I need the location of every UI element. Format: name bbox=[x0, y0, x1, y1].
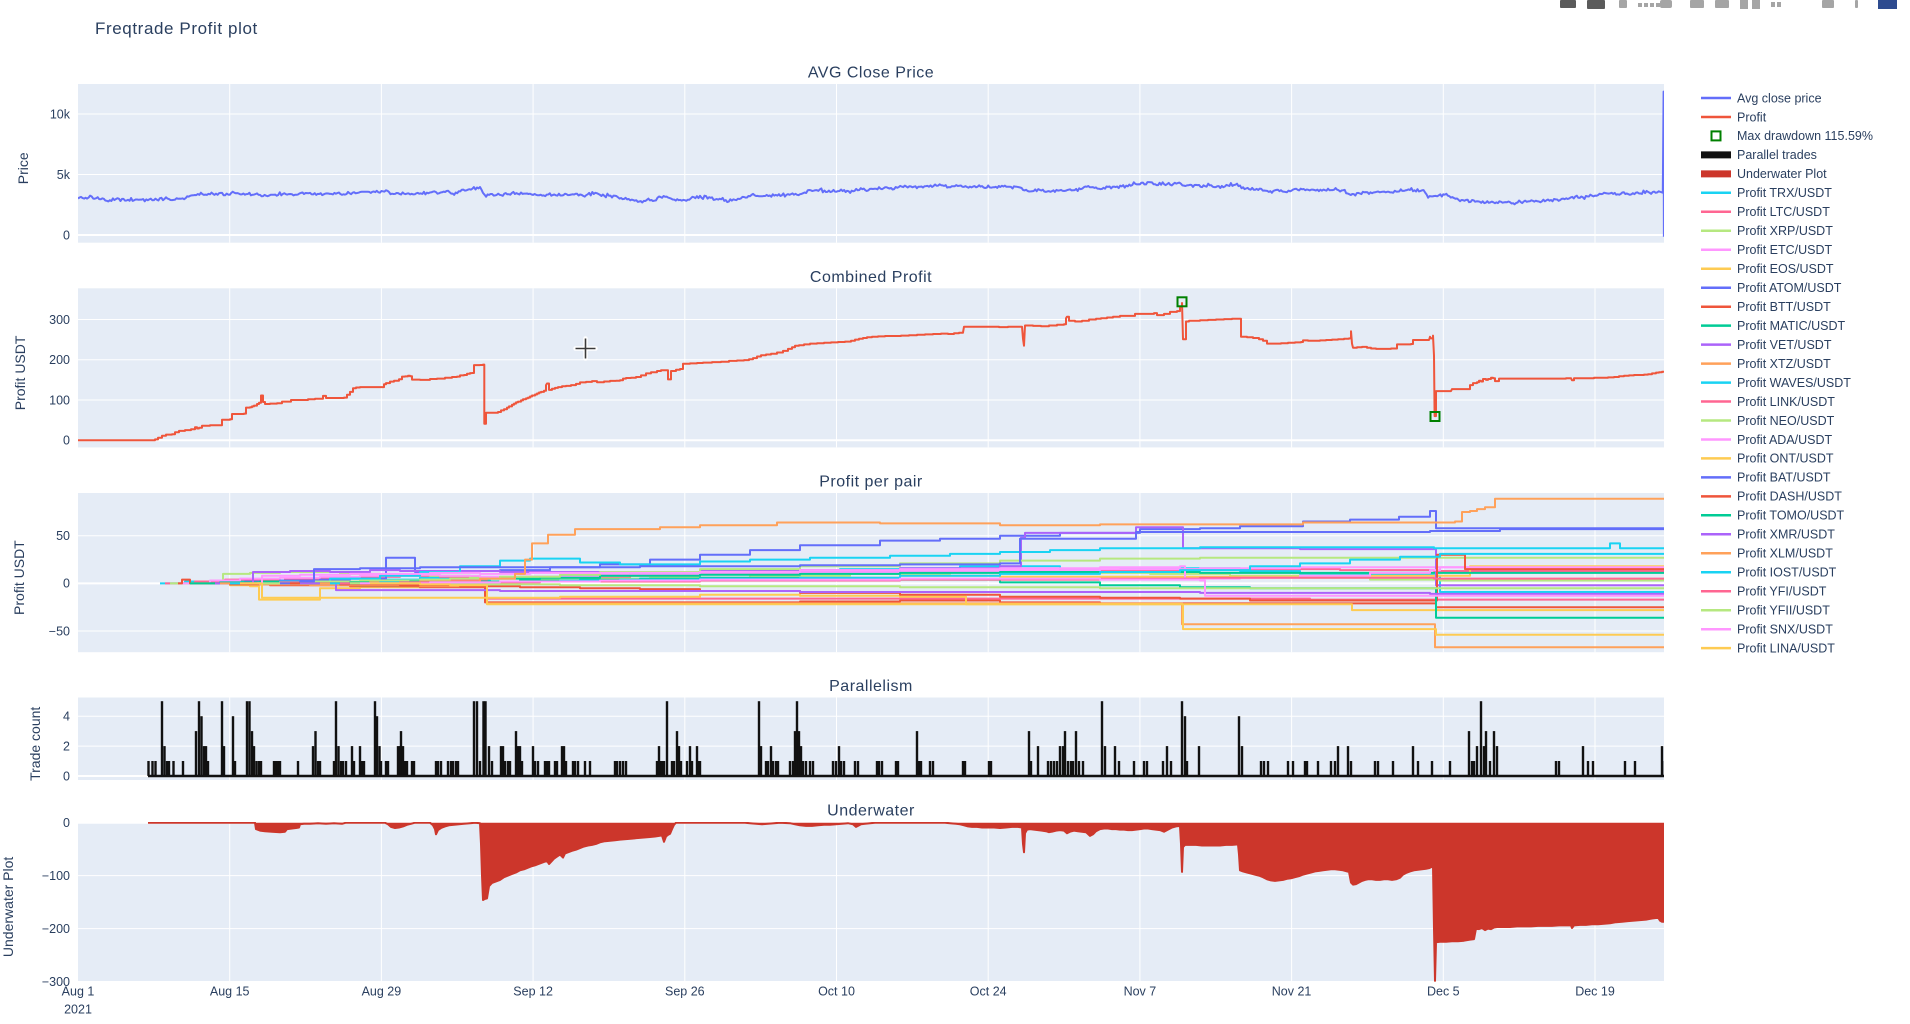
svg-text:−100: −100 bbox=[42, 869, 70, 883]
svg-text:0: 0 bbox=[63, 228, 70, 242]
svg-text:Profit ATOM/USDT: Profit ATOM/USDT bbox=[1737, 281, 1842, 295]
svg-text:Profit XMR/USDT: Profit XMR/USDT bbox=[1737, 528, 1835, 542]
svg-text:Max drawdown 115.59%: Max drawdown 115.59% bbox=[1737, 129, 1873, 143]
svg-text:Profit BTT/USDT: Profit BTT/USDT bbox=[1737, 300, 1831, 314]
svg-text:Profit LTC/USDT: Profit LTC/USDT bbox=[1737, 205, 1830, 219]
svg-text:Freqtrade Profit plot: Freqtrade Profit plot bbox=[95, 19, 258, 38]
svg-text:0: 0 bbox=[63, 769, 70, 783]
svg-text:Price: Price bbox=[15, 152, 31, 184]
svg-text:−200: −200 bbox=[42, 922, 70, 936]
svg-text:Profit XRP/USDT: Profit XRP/USDT bbox=[1737, 224, 1833, 238]
svg-text:Profit YFII/USDT: Profit YFII/USDT bbox=[1737, 604, 1830, 618]
svg-text:200: 200 bbox=[49, 353, 70, 367]
svg-text:Profit DASH/USDT: Profit DASH/USDT bbox=[1737, 490, 1842, 504]
svg-text:Profit LINK/USDT: Profit LINK/USDT bbox=[1737, 395, 1835, 409]
svg-text:Nov 7: Nov 7 bbox=[1124, 985, 1157, 999]
svg-text:300: 300 bbox=[49, 313, 70, 327]
svg-text:Profit USDT: Profit USDT bbox=[11, 540, 27, 615]
svg-text:Parallel trades: Parallel trades bbox=[1737, 148, 1817, 162]
svg-text:4: 4 bbox=[63, 710, 70, 724]
svg-text:Profit USDT: Profit USDT bbox=[12, 335, 28, 410]
svg-text:Profit XTZ/USDT: Profit XTZ/USDT bbox=[1737, 357, 1831, 371]
svg-text:Underwater Plot: Underwater Plot bbox=[0, 857, 16, 957]
svg-text:Underwater Plot: Underwater Plot bbox=[1737, 167, 1827, 181]
svg-text:Avg close price: Avg close price bbox=[1737, 91, 1822, 105]
svg-text:Profit WAVES/USDT: Profit WAVES/USDT bbox=[1737, 376, 1851, 390]
svg-text:Sep 26: Sep 26 bbox=[665, 985, 705, 999]
svg-text:Profit EOS/USDT: Profit EOS/USDT bbox=[1737, 262, 1834, 276]
svg-text:0: 0 bbox=[63, 577, 70, 591]
svg-text:Oct 10: Oct 10 bbox=[818, 985, 855, 999]
svg-text:Profit MATIC/USDT: Profit MATIC/USDT bbox=[1737, 319, 1845, 333]
svg-text:Combined Profit: Combined Profit bbox=[810, 269, 932, 286]
svg-text:Aug 1: Aug 1 bbox=[62, 985, 95, 999]
svg-text:Profit NEO/USDT: Profit NEO/USDT bbox=[1737, 414, 1835, 428]
svg-text:Profit per pair: Profit per pair bbox=[819, 474, 923, 491]
svg-text:−50: −50 bbox=[49, 624, 70, 638]
svg-text:0: 0 bbox=[63, 434, 70, 448]
svg-text:10k: 10k bbox=[50, 107, 71, 121]
svg-text:Trade count: Trade count bbox=[27, 707, 43, 781]
svg-text:Profit XLM/USDT: Profit XLM/USDT bbox=[1737, 547, 1833, 561]
svg-text:Aug 15: Aug 15 bbox=[210, 985, 250, 999]
svg-text:Profit TRX/USDT: Profit TRX/USDT bbox=[1737, 186, 1832, 200]
svg-text:Profit TOMO/USDT: Profit TOMO/USDT bbox=[1737, 509, 1845, 523]
svg-text:Aug 29: Aug 29 bbox=[362, 985, 402, 999]
svg-text:Profit VET/USDT: Profit VET/USDT bbox=[1737, 338, 1832, 352]
svg-text:Oct 24: Oct 24 bbox=[970, 985, 1007, 999]
svg-text:Profit ETC/USDT: Profit ETC/USDT bbox=[1737, 243, 1833, 257]
svg-text:100: 100 bbox=[49, 393, 70, 407]
svg-text:Profit: Profit bbox=[1737, 110, 1767, 124]
svg-text:Profit LINA/USDT: Profit LINA/USDT bbox=[1737, 641, 1835, 655]
svg-text:Dec 19: Dec 19 bbox=[1575, 985, 1615, 999]
svg-text:5k: 5k bbox=[57, 168, 71, 182]
svg-text:Sep 12: Sep 12 bbox=[513, 985, 553, 999]
svg-text:Dec 5: Dec 5 bbox=[1427, 985, 1460, 999]
svg-text:50: 50 bbox=[56, 529, 70, 543]
svg-text:2021: 2021 bbox=[64, 1003, 92, 1017]
svg-text:AVG Close Price: AVG Close Price bbox=[808, 65, 934, 82]
svg-text:Nov 21: Nov 21 bbox=[1272, 985, 1312, 999]
svg-text:0: 0 bbox=[63, 816, 70, 830]
svg-text:Profit YFI/USDT: Profit YFI/USDT bbox=[1737, 585, 1827, 599]
svg-text:Profit ONT/USDT: Profit ONT/USDT bbox=[1737, 452, 1834, 466]
svg-text:Parallelism: Parallelism bbox=[829, 678, 913, 695]
svg-text:Profit SNX/USDT: Profit SNX/USDT bbox=[1737, 623, 1833, 637]
svg-text:−300: −300 bbox=[42, 975, 70, 989]
svg-text:2: 2 bbox=[63, 739, 70, 753]
svg-text:Profit BAT/USDT: Profit BAT/USDT bbox=[1737, 471, 1831, 485]
svg-text:Profit IOST/USDT: Profit IOST/USDT bbox=[1737, 566, 1837, 580]
svg-text:Underwater: Underwater bbox=[827, 803, 915, 820]
svg-text:Profit ADA/USDT: Profit ADA/USDT bbox=[1737, 433, 1833, 447]
